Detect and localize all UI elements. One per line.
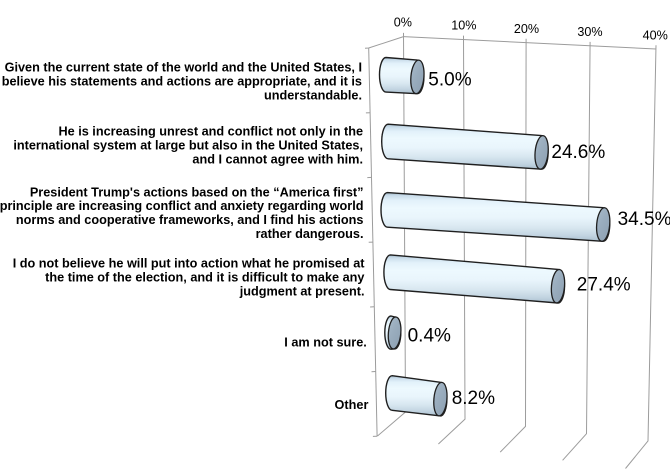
svg-text:0.4%: 0.4% [408,325,451,346]
svg-text:judgment at present.: judgment at present. [239,284,365,298]
svg-text:He is increasing unrest and co: He is increasing unrest and conflict not… [58,125,363,139]
svg-text:24.6%: 24.6% [551,142,605,163]
svg-text:the time of the election, and: the time of the election, and it is diff… [45,270,364,284]
svg-text:Given the current state of the: Given the current state of the world and… [5,60,362,74]
svg-text:I do not believe he will put i: I do not believe he will put into action… [13,257,366,271]
svg-text:30%: 30% [577,25,602,39]
svg-text:understandable.: understandable. [264,89,362,103]
svg-text:I am not sure.: I am not sure. [284,336,367,350]
svg-text:0%: 0% [394,16,412,30]
svg-text:34.5%: 34.5% [618,209,670,230]
svg-text:Other: Other [335,398,369,412]
svg-text:international system at large: international system at large but also i… [13,139,363,153]
svg-text:principle are increasing confl: principle are increasing conflict and an… [0,199,364,213]
svg-text:and I cannot agree with him.: and I cannot agree with him. [192,152,363,166]
svg-text:10%: 10% [451,19,476,33]
svg-text:40%: 40% [643,28,668,42]
svg-text:5.0%: 5.0% [428,70,471,91]
svg-text:norms and cooperative framewor: norms and cooperative frameworks, and I … [16,213,364,227]
svg-text:believe his statements and act: believe his statements and actions are a… [2,74,362,88]
svg-text:27.4%: 27.4% [577,274,631,295]
svg-text:rather dangerous.: rather dangerous. [256,227,364,241]
svg-text:8.2%: 8.2% [452,388,495,409]
svg-text:President Trump's actions base: President Trump's actions based on the “… [30,185,364,199]
svg-text:20%: 20% [514,22,539,36]
